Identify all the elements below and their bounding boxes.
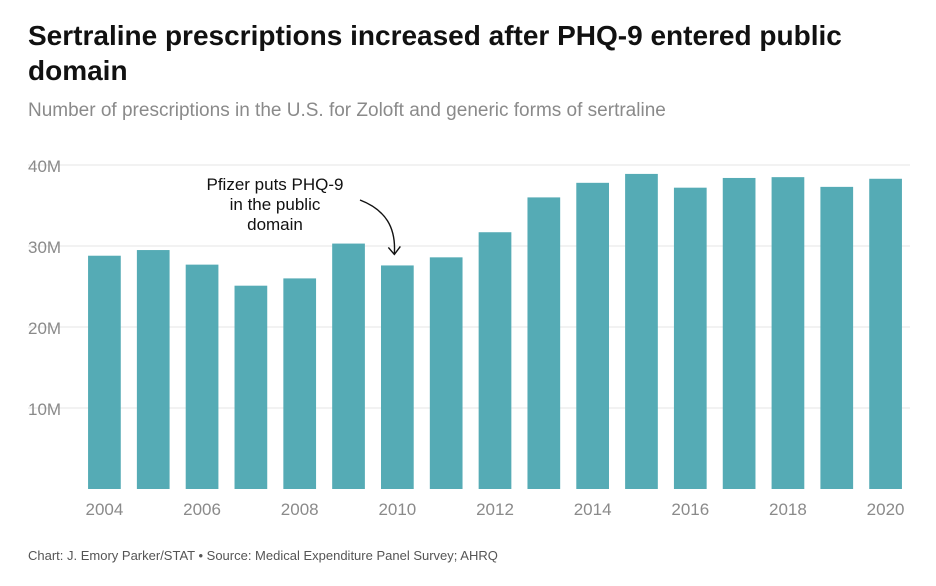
x-axis: 2004 2006 2008 2010 2012 2014 2016 2018 2020 — [85, 500, 904, 519]
x-tick-label: 2012 — [476, 500, 514, 519]
bar-2015 — [625, 173, 658, 489]
bar-2013 — [527, 197, 561, 489]
bar-2008 — [283, 278, 317, 489]
annotation-text-line: Pfizer puts PHQ-9 — [207, 175, 344, 194]
bar-2007 — [234, 285, 268, 489]
annotation-text-line: in the public — [230, 195, 321, 214]
y-gridlines: 10M 20M 30M 40M — [28, 157, 910, 419]
y-tick-label: 20M — [28, 319, 61, 338]
x-tick-label: 2010 — [378, 500, 416, 519]
bar-2018 — [771, 177, 805, 489]
bar-2004 — [88, 255, 121, 489]
bar-2016 — [673, 187, 707, 489]
bar-2009 — [332, 243, 365, 489]
x-tick-label: 2006 — [183, 500, 221, 519]
bar-2014 — [576, 182, 610, 489]
chart-credit: Chart: J. Emory Parker/STAT • Source: Me… — [28, 548, 498, 563]
x-tick-label: 2004 — [85, 500, 123, 519]
y-tick-label: 40M — [28, 157, 61, 176]
bars — [88, 173, 902, 490]
y-tick-label: 10M — [28, 400, 61, 419]
annotation-text-line: domain — [247, 215, 303, 234]
bar-2019 — [820, 186, 854, 489]
chart-subtitle: Number of prescriptions in the U.S. for … — [28, 100, 666, 121]
annotation-arrow-line — [359, 199, 396, 254]
x-tick-label: 2018 — [769, 500, 807, 519]
annotation-arrowhead — [387, 246, 401, 256]
bar-2011 — [429, 257, 463, 489]
bar-2017 — [722, 177, 756, 489]
bar-2020 — [869, 178, 902, 489]
bar-2010 — [380, 265, 414, 489]
bar-2006 — [185, 264, 219, 489]
x-tick-label: 2016 — [671, 500, 709, 519]
y-tick-label: 30M — [28, 238, 61, 257]
bar-2005 — [136, 250, 170, 489]
x-tick-label: 2020 — [867, 500, 905, 519]
x-tick-label: 2008 — [281, 500, 319, 519]
bar-2012 — [478, 232, 512, 490]
x-tick-label: 2014 — [574, 500, 612, 519]
chart-title: Sertraline prescriptions increased after… — [28, 20, 842, 86]
